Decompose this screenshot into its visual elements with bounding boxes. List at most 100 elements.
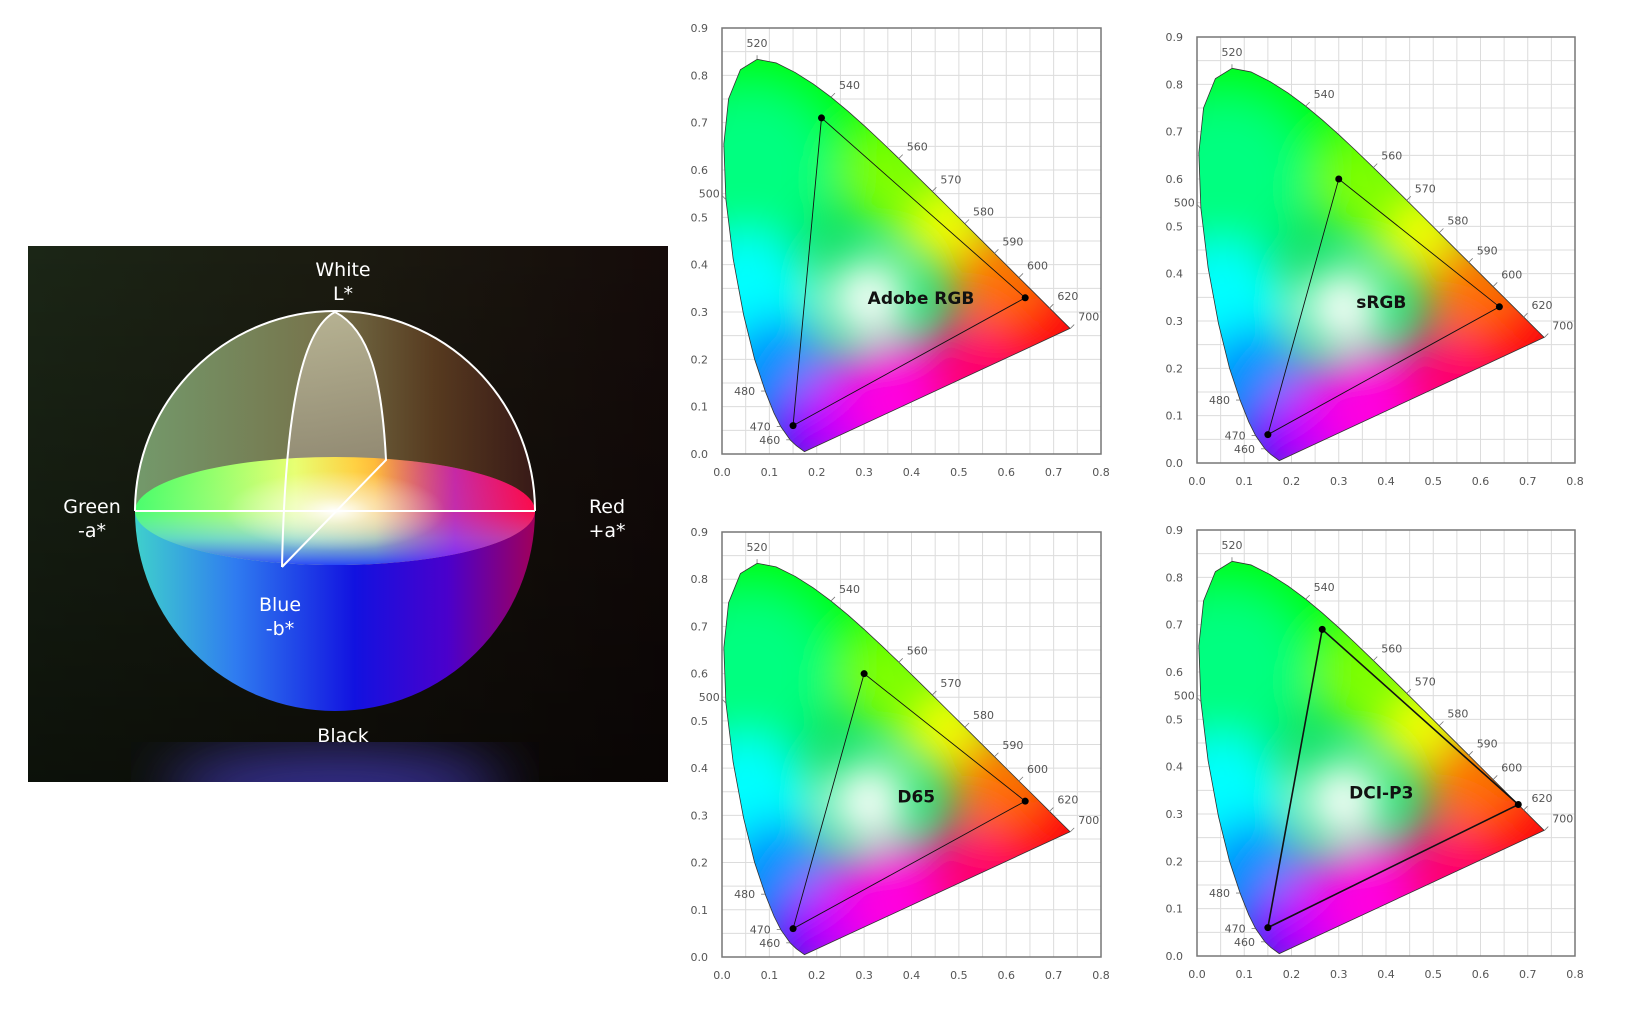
wavelength-tick [1492,282,1498,287]
x-tick-label: 0.3 [855,969,873,982]
color-blob [1198,592,1306,752]
wavelength-label: 620 [1057,290,1078,303]
wavelength-tick [1069,324,1075,329]
wavelength-label: 520 [747,541,768,554]
y-tick-label: 0.4 [691,259,709,272]
y-tick-label: 0.8 [1166,571,1184,584]
wavelength-label: 500 [699,187,720,200]
wavelength-label: 460 [759,434,780,447]
wavelength-tick [721,195,727,200]
y-tick-label: 0.3 [1166,315,1184,328]
wavelength-label: 700 [1078,311,1099,324]
wavelength-label: 560 [907,644,928,657]
x-tick-label: 0.8 [1092,969,1110,982]
wavelength-label: 460 [759,937,780,950]
wavelength-label: 560 [1381,643,1402,656]
x-tick-label: 0.0 [713,969,731,982]
y-tick-label: 0.9 [691,22,709,35]
primary-point-blue [789,925,797,933]
y-tick-label: 0.6 [691,164,709,177]
wavelength-label: 570 [940,173,961,186]
wavelength-label: 480 [1209,887,1230,900]
lower-hemisphere [135,511,535,711]
x-tick-label: 0.3 [1330,968,1348,981]
y-tick-label: 0.8 [691,573,709,586]
wavelength-label: 480 [734,385,755,398]
x-tick-label: 0.6 [998,466,1016,479]
primary-point-red [1021,294,1029,302]
x-tick-label: 0.1 [1236,475,1254,488]
y-tick-label: 0.6 [1166,666,1184,679]
primary-point-red [1495,303,1503,311]
y-tick-label: 0.7 [691,117,709,130]
x-tick-label: 0.2 [808,969,826,982]
wavelength-label: 500 [1174,689,1195,702]
plot-border [1196,36,1576,464]
chromaticity-chart-2: 0.0 0.1 0.2 0.3 0.4 0.5 0.6 0.7 0.8 0.0 0.1 0.2 0.3 0… [691,526,1110,982]
wavelength-label: 460 [1234,936,1255,949]
y-tick-label: 0.1 [1166,903,1184,916]
wavelength-tick [898,154,903,159]
spectral-locus [723,58,1071,453]
y-tick-label: 0.5 [691,211,709,224]
wavelength-tick [1523,312,1528,318]
primary-point-red [1021,797,1029,805]
y-tick-label: 0.5 [1166,220,1184,233]
primary-point-green [1335,175,1343,183]
x-tick-label: 0.8 [1566,968,1584,981]
gamut-label: DCI-P3 [1349,784,1413,804]
x-tick-label: 0.1 [1236,968,1254,981]
x-tick-label: 0.3 [1330,475,1348,488]
wavelength-label: 480 [1209,394,1230,407]
x-tick-label: 0.8 [1566,475,1584,488]
y-tick-label: 0.3 [1166,808,1184,821]
x-tick-label: 0.6 [1472,475,1490,488]
x-tick-label: 0.2 [1283,475,1301,488]
x-tick-label: 0.4 [903,466,921,479]
wavelength-label: 700 [1078,814,1099,827]
x-tick-label: 0.0 [1188,475,1206,488]
y-tick-label: 0.1 [691,401,709,414]
x-tick-label: 0.5 [950,969,968,982]
wavelength-label: 570 [940,677,961,690]
wavelength-label: 470 [750,924,771,937]
wavelength-tick [1372,163,1378,168]
y-tick-label: 0.9 [691,526,709,539]
label-neg-b: -b* [266,618,294,640]
y-tick-label: 0.3 [691,306,709,319]
color-blob [1303,266,1384,347]
wavelength-tick [1544,826,1549,831]
wavelength-label: 480 [734,888,755,901]
wavelength-tick [1305,101,1310,107]
wavelength-tick [932,187,937,192]
x-tick-label: 0.1 [761,466,779,479]
wavelength-tick [830,596,836,602]
y-tick-label: 0.3 [691,809,709,822]
wavelength-label: 620 [1531,299,1552,312]
y-tick-label: 0.4 [1166,761,1184,774]
label-pos-a: +a* [588,520,625,542]
primary-point-green [860,670,868,678]
lab-sphere-panel: White L* Green -a* Red +a* Blue -b* Blac… [28,246,668,782]
label-neg-a: -a* [78,520,106,542]
x-tick-label: 0.0 [1188,968,1206,981]
wavelength-label: 520 [747,37,768,50]
wavelength-tick [1468,751,1473,756]
wavelength-label: 580 [973,709,994,722]
wavelength-label: 590 [1002,739,1023,752]
wavelength-label: 600 [1027,763,1048,776]
wavelength-label: 570 [1415,675,1436,688]
wavelength-tick [1018,776,1024,782]
color-blob [723,593,831,754]
wavelength-label: 540 [839,79,860,92]
wavelength-tick [1196,204,1202,209]
wavelength-label: 500 [1174,196,1195,209]
chromaticity-chart-1: 0.0 0.1 0.2 0.3 0.4 0.5 0.6 0.7 0.8 0.0 0.1 0.2 0.3 0… [1166,31,1584,488]
label-black: Black [317,725,368,747]
wavelength-label: 590 [1477,244,1498,257]
wavelength-label: 560 [907,141,928,154]
y-tick-label: 0.0 [691,951,709,964]
wavelength-tick [1523,805,1528,811]
x-tick-label: 0.7 [1519,475,1537,488]
